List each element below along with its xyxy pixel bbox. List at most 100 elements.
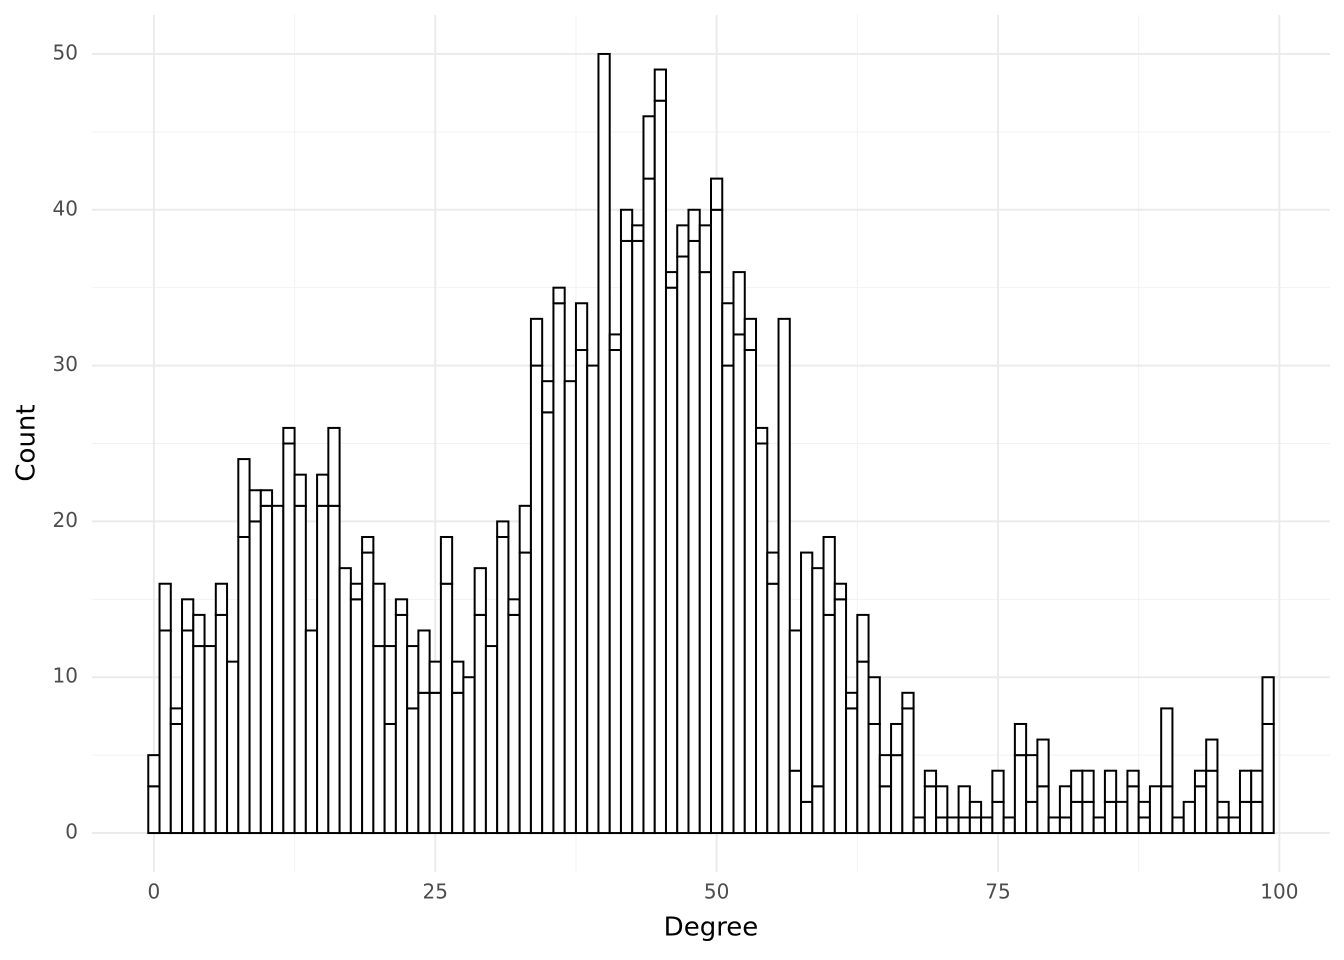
y-axis-title: Count <box>12 404 42 481</box>
histogram-bar <box>867 676 881 725</box>
histogram-bar <box>1171 816 1185 835</box>
histogram-bar <box>991 800 1005 835</box>
histogram-bar <box>676 224 690 258</box>
histogram-bar <box>586 364 600 835</box>
histogram-bar <box>259 504 274 835</box>
histogram-bar <box>811 567 825 788</box>
histogram-bar <box>439 535 454 585</box>
histogram-bar <box>518 504 532 554</box>
histogram-bar <box>1238 769 1253 803</box>
histogram-bar <box>248 520 262 835</box>
histogram-bar <box>755 426 769 445</box>
histogram-bar <box>766 582 780 835</box>
histogram-bar <box>788 769 803 835</box>
histogram-bar <box>1036 738 1050 788</box>
histogram-bar <box>743 317 758 352</box>
histogram-bar <box>968 800 983 819</box>
x-axis-title: Degree <box>664 913 759 943</box>
histogram-bar <box>158 582 172 632</box>
histogram-bar <box>1081 800 1095 835</box>
histogram-bar <box>676 255 690 835</box>
histogram-bar <box>1025 800 1039 835</box>
histogram-bar <box>1160 707 1174 788</box>
histogram-bar <box>383 722 397 835</box>
histogram-bar <box>935 785 949 819</box>
histogram-bar <box>451 660 465 694</box>
histogram-bar <box>631 224 645 242</box>
histogram-bar <box>710 208 724 835</box>
histogram-bar <box>248 489 262 523</box>
histogram-bar <box>800 800 814 835</box>
histogram-bar <box>935 816 949 835</box>
histogram-bar <box>1182 800 1196 835</box>
histogram-bar <box>293 504 307 835</box>
histogram-bar <box>529 364 544 835</box>
y-tick-label: 10 <box>53 664 78 688</box>
histogram-bar <box>507 598 521 616</box>
histogram-bar <box>192 645 206 835</box>
histogram-bar <box>1261 722 1275 835</box>
y-tick-label: 20 <box>53 508 78 532</box>
histogram-bar <box>698 271 713 835</box>
histogram-bar <box>845 707 859 835</box>
histogram-bar <box>293 473 307 507</box>
histogram-bar <box>901 691 915 710</box>
histogram-bar <box>349 598 364 835</box>
histogram-bar <box>169 707 184 725</box>
histogram-bar <box>1216 800 1230 819</box>
histogram-bar <box>169 722 184 835</box>
histogram-bar <box>462 676 476 835</box>
histogram-bar <box>845 691 859 710</box>
histogram-bar <box>417 629 431 694</box>
histogram-bar <box>811 785 825 835</box>
histogram-bar <box>833 582 848 601</box>
histogram-bar <box>1070 800 1084 835</box>
histogram-bar <box>1081 769 1095 803</box>
histogram-bar <box>1250 800 1264 835</box>
histogram-bar <box>777 317 791 835</box>
histogram-bar <box>822 613 836 835</box>
histogram-bar <box>1092 816 1106 835</box>
histogram-bar <box>1160 785 1174 835</box>
histogram-bar <box>214 613 229 835</box>
histogram-bar <box>496 535 510 835</box>
histogram-bar <box>1250 769 1264 803</box>
histogram-bar <box>406 645 420 710</box>
histogram-bar <box>957 785 971 819</box>
histogram-bar <box>687 239 701 835</box>
x-tick-label: 25 <box>423 880 448 904</box>
histogram-bar <box>473 613 487 835</box>
histogram-bar <box>721 364 735 835</box>
histogram-bar <box>1013 722 1028 757</box>
histogram-bar <box>766 551 780 585</box>
histogram-bar <box>1261 676 1275 725</box>
histogram-bar <box>1013 754 1028 835</box>
histogram-bar <box>316 473 330 507</box>
histogram-bar <box>1148 785 1163 835</box>
histogram-bar <box>608 333 622 352</box>
histogram-bar <box>1193 769 1208 788</box>
histogram-bar <box>1115 800 1129 835</box>
histogram-bar <box>518 551 532 835</box>
histogram-bar <box>923 785 938 835</box>
histogram-bar <box>563 380 577 835</box>
histogram-bar <box>1002 816 1016 835</box>
histogram-bar <box>890 754 904 835</box>
histogram-bar <box>327 504 341 835</box>
histogram-bar <box>349 582 364 601</box>
histogram-bar <box>147 754 161 788</box>
histogram-bar <box>923 769 938 788</box>
histogram-bar <box>484 645 499 835</box>
histogram-bar <box>541 411 555 835</box>
histogram-bar <box>1047 816 1061 835</box>
histogram-bar <box>597 52 611 835</box>
histogram-bar <box>743 349 758 835</box>
histogram-bar <box>237 458 251 538</box>
histogram-bar <box>496 520 510 538</box>
histogram-bar <box>574 349 589 835</box>
histogram-bar <box>439 582 454 835</box>
histogram-bar <box>1058 816 1073 835</box>
x-tick-label: 100 <box>1260 880 1298 904</box>
histogram-bar <box>1070 769 1084 803</box>
